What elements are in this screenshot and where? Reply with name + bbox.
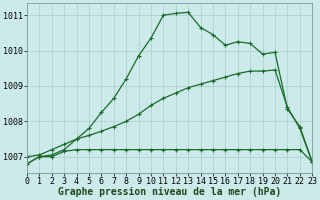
X-axis label: Graphe pression niveau de la mer (hPa): Graphe pression niveau de la mer (hPa): [58, 187, 281, 197]
